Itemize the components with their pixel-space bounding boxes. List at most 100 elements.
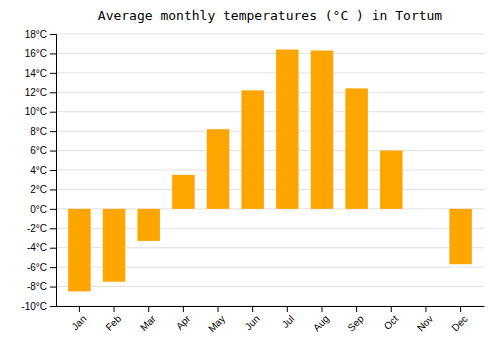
x-tick-label: Oct <box>382 313 401 332</box>
y-tick: 12°C <box>25 87 56 98</box>
x-tick: Jun <box>243 306 262 332</box>
x-tick: Jan <box>69 306 88 332</box>
y-tick: 18°C <box>25 29 56 40</box>
x-tick-label: Jul <box>280 313 297 330</box>
x-tick-mark <box>79 306 80 312</box>
y-tick-label: -8°C <box>27 281 47 292</box>
y-tick-label: 4°C <box>30 165 47 176</box>
x-tick-label: Sep <box>345 313 366 334</box>
y-tick: 14°C <box>25 68 56 79</box>
x-tick-label: Apr <box>174 313 193 332</box>
y-tick-label: 18°C <box>25 29 47 40</box>
y-tick-label: 10°C <box>25 106 47 117</box>
bar <box>345 88 368 208</box>
bar <box>415 208 438 209</box>
y-tick-label: 2°C <box>30 184 47 195</box>
y-tick-mark <box>50 209 56 210</box>
y-tick-mark <box>50 267 56 268</box>
x-tick-mark <box>114 306 115 312</box>
x-tick-label: Jun <box>243 313 262 332</box>
grid <box>56 34 484 306</box>
y-tick-mark <box>50 170 56 171</box>
y-tick-mark <box>50 151 56 152</box>
y-tick-mark <box>50 306 56 307</box>
y-tick: 2°C <box>30 184 56 195</box>
x-tick: Nov <box>415 306 435 333</box>
x-tick: Apr <box>174 306 193 332</box>
x-tick-label: Mar <box>138 313 158 333</box>
bar <box>172 175 195 209</box>
grid-line <box>56 170 484 171</box>
y-tick: -4°C <box>27 242 56 253</box>
y-tick-mark <box>50 73 56 74</box>
x-tick-mark <box>391 306 392 312</box>
y-tick: 4°C <box>30 165 56 176</box>
grid-line <box>56 34 484 35</box>
x-tick-mark <box>321 306 322 312</box>
bar <box>137 209 160 241</box>
x-tick-mark <box>252 306 253 312</box>
y-tick: -6°C <box>27 262 56 273</box>
y-tick-mark <box>50 34 56 35</box>
y-tick-mark <box>50 189 56 190</box>
x-tick: Oct <box>382 306 401 332</box>
y-tick: 8°C <box>30 126 56 137</box>
y-tick: 10°C <box>25 106 56 117</box>
grid-line <box>56 189 484 190</box>
x-tick: Feb <box>103 306 123 333</box>
y-tick-label: 8°C <box>30 126 47 137</box>
x-tick: Sep <box>345 306 366 333</box>
bar <box>311 51 334 209</box>
x-tick-label: Dec <box>449 313 469 333</box>
y-tick-mark <box>50 248 56 249</box>
y-tick-label: 0°C <box>30 204 47 215</box>
title: Average monthly temperatures (°C ) in To… <box>98 8 443 23</box>
y-tick: 0°C <box>30 204 56 215</box>
x-tick: Mar <box>138 306 158 333</box>
x-tick-label: Nov <box>415 313 435 333</box>
x-tick-label: Feb <box>103 313 123 333</box>
y-tick-label: -4°C <box>27 242 47 253</box>
y-tick: -2°C <box>27 223 56 234</box>
grid-line <box>56 53 484 54</box>
grid-line <box>56 286 484 287</box>
x-tick-mark <box>460 306 461 312</box>
bar <box>241 90 264 209</box>
grid-line <box>56 306 484 307</box>
bar <box>276 50 299 209</box>
grid-line <box>56 111 484 112</box>
x-tick-label: Aug <box>311 313 331 333</box>
x-tick: Aug <box>311 306 331 333</box>
y-tick-label: -10°C <box>21 301 47 312</box>
x-tick: Dec <box>449 306 469 333</box>
y-tick-mark <box>50 92 56 93</box>
y-axis: -10°C -8°C -6°C -4°C -2°C 0°C 2°C 4°C 6°C 8°C 10°C… <box>21 29 56 312</box>
grid-line <box>56 131 484 132</box>
x-tick: Jul <box>280 306 297 330</box>
y-tick: -10°C <box>21 301 56 312</box>
bar <box>449 209 472 264</box>
y-tick: 6°C <box>30 145 56 156</box>
y-tick: 16°C <box>25 48 56 59</box>
grid-line <box>56 92 484 93</box>
y-tick-label: 14°C <box>25 68 47 79</box>
grid-line <box>56 72 484 73</box>
y-tick-label: 16°C <box>25 48 47 59</box>
x-tick-label: May <box>206 313 227 334</box>
grid-line <box>56 150 484 151</box>
y-tick-mark <box>50 228 56 229</box>
y-axis-line <box>50 35 57 307</box>
y-tick: -8°C <box>27 281 56 292</box>
y-tick-label: 12°C <box>25 87 47 98</box>
chart: -10°C -8°C -6°C -4°C -2°C 0°C 2°C 4°C 6°C 8°C 10°C… <box>0 0 500 350</box>
y-tick-label: -6°C <box>27 262 47 273</box>
x-tick-mark <box>425 306 426 312</box>
y-tick-mark <box>50 53 56 54</box>
x-tick-mark <box>148 306 149 312</box>
plot: -10°C -8°C -6°C -4°C -2°C 0°C 2°C 4°C 6°C 8°C 10°C… <box>21 29 484 335</box>
bar <box>380 151 403 209</box>
y-tick-mark <box>50 287 56 288</box>
x-tick-mark <box>183 306 184 312</box>
y-tick-mark <box>50 112 56 113</box>
y-tick-mark <box>50 131 56 132</box>
